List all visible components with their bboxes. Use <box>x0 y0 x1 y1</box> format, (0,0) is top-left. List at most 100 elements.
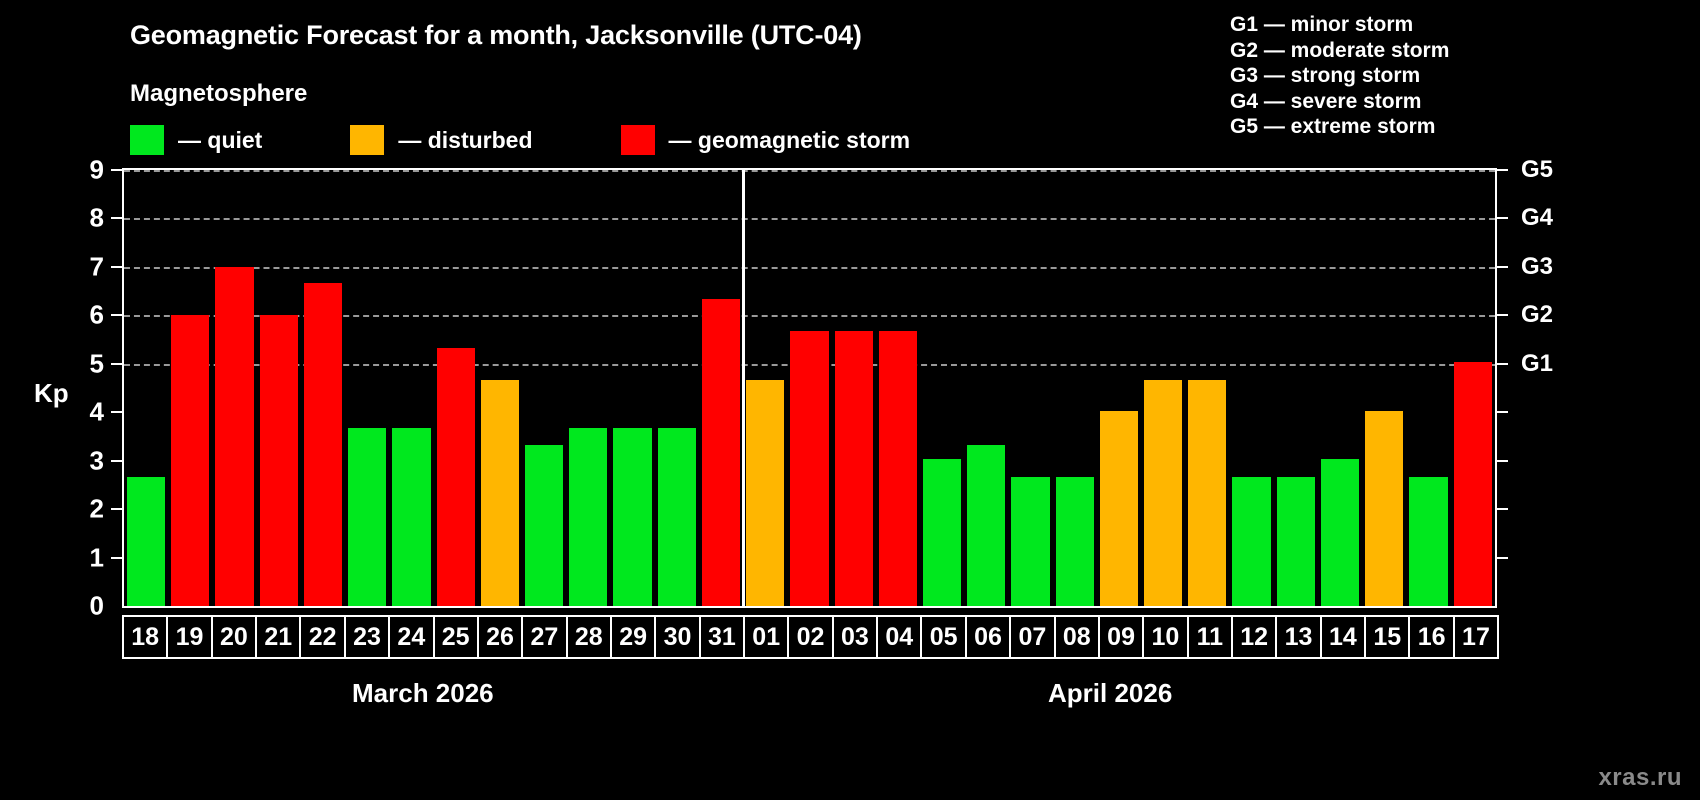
bar-slot[interactable] <box>257 170 301 606</box>
bar-slot[interactable] <box>610 170 654 606</box>
date-label-29[interactable]: 29 <box>609 615 657 659</box>
bar-06[interactable] <box>967 444 1006 606</box>
bar-25[interactable] <box>436 347 475 606</box>
bar-04[interactable] <box>878 331 917 606</box>
bar-27[interactable] <box>524 444 564 606</box>
bar-slot[interactable] <box>1097 170 1141 606</box>
plot-inner <box>124 170 1495 606</box>
y-tick-label: 1 <box>89 542 104 573</box>
bar-slot[interactable] <box>345 170 389 606</box>
bar-slot[interactable] <box>743 170 787 606</box>
date-label-20[interactable]: 20 <box>210 615 258 659</box>
bar-15[interactable] <box>1365 410 1404 606</box>
bar-01[interactable] <box>746 379 785 606</box>
bar-slot[interactable] <box>964 170 1008 606</box>
bar-slot[interactable] <box>876 170 920 606</box>
bar-20[interactable] <box>215 266 254 606</box>
date-label-12[interactable]: 12 <box>1230 615 1278 659</box>
bar-slot[interactable] <box>699 170 743 606</box>
date-label-16[interactable]: 16 <box>1408 615 1455 659</box>
bar-slot[interactable] <box>1053 170 1097 606</box>
bar-slot[interactable] <box>389 170 433 606</box>
bar-slot[interactable] <box>1185 170 1229 606</box>
bar-10[interactable] <box>1144 379 1183 606</box>
bar-19[interactable] <box>171 315 210 606</box>
date-label-11[interactable]: 11 <box>1186 615 1233 659</box>
bar-28[interactable] <box>569 428 608 606</box>
bar-31[interactable] <box>701 299 741 606</box>
date-label-24[interactable]: 24 <box>388 615 435 659</box>
bar-slot[interactable] <box>1229 170 1273 606</box>
bar-30[interactable] <box>657 428 696 606</box>
date-label-25[interactable]: 25 <box>432 615 479 659</box>
bar-29[interactable] <box>613 428 652 606</box>
bar-slot[interactable] <box>212 170 256 606</box>
date-label-23[interactable]: 23 <box>343 615 391 659</box>
bar-16[interactable] <box>1409 476 1448 606</box>
bar-18[interactable] <box>127 476 166 606</box>
bar-slot[interactable] <box>920 170 964 606</box>
date-label-13[interactable]: 13 <box>1275 615 1322 659</box>
bar-11[interactable] <box>1188 379 1227 606</box>
date-label-18[interactable]: 18 <box>122 615 169 659</box>
date-label-28[interactable]: 28 <box>565 615 612 659</box>
date-label-22[interactable]: 22 <box>299 615 346 659</box>
date-label-21[interactable]: 21 <box>255 615 302 659</box>
date-label-09[interactable]: 09 <box>1097 615 1145 659</box>
date-label-17[interactable]: 17 <box>1452 615 1500 659</box>
bar-21[interactable] <box>259 315 298 606</box>
bar-slot[interactable] <box>124 170 168 606</box>
date-label-03[interactable]: 03 <box>831 615 879 659</box>
bar-22[interactable] <box>303 282 343 606</box>
bar-03[interactable] <box>834 331 873 606</box>
y-tick-label: 3 <box>89 445 104 476</box>
date-label-05[interactable]: 05 <box>920 615 967 659</box>
bar-slot[interactable] <box>478 170 522 606</box>
date-label-07[interactable]: 07 <box>1009 615 1056 659</box>
y-tick-mark <box>111 459 122 462</box>
g-tick-mark-minor <box>1497 459 1508 462</box>
date-label-06[interactable]: 06 <box>964 615 1012 659</box>
bar-slot[interactable] <box>1318 170 1362 606</box>
bar-slot[interactable] <box>434 170 478 606</box>
bar-slot[interactable] <box>1451 170 1495 606</box>
bar-slot[interactable] <box>301 170 345 606</box>
date-label-26[interactable]: 26 <box>476 615 524 659</box>
y-tick-label: 8 <box>89 202 104 233</box>
bar-slot[interactable] <box>1274 170 1318 606</box>
date-label-30[interactable]: 30 <box>654 615 701 659</box>
date-label-10[interactable]: 10 <box>1142 615 1189 659</box>
bar-slot[interactable] <box>566 170 610 606</box>
bar-14[interactable] <box>1320 459 1360 606</box>
date-label-14[interactable]: 14 <box>1319 615 1367 659</box>
bar-12[interactable] <box>1232 476 1271 606</box>
bar-23[interactable] <box>348 428 387 606</box>
bar-17[interactable] <box>1453 362 1492 606</box>
bar-24[interactable] <box>392 428 431 606</box>
date-label-19[interactable]: 19 <box>166 615 213 659</box>
bar-slot[interactable] <box>1008 170 1052 606</box>
bar-13[interactable] <box>1276 476 1315 606</box>
date-label-08[interactable]: 08 <box>1053 615 1100 659</box>
bar-slot[interactable] <box>1362 170 1406 606</box>
bar-02[interactable] <box>790 331 829 606</box>
bar-05[interactable] <box>922 459 962 606</box>
date-label-31[interactable]: 31 <box>698 615 746 659</box>
date-label-01[interactable]: 01 <box>743 615 790 659</box>
bar-slot[interactable] <box>787 170 831 606</box>
bar-09[interactable] <box>1099 410 1139 606</box>
bar-slot[interactable] <box>1141 170 1185 606</box>
bar-26[interactable] <box>480 379 519 606</box>
date-label-04[interactable]: 04 <box>876 615 923 659</box>
bar-slot[interactable] <box>832 170 876 606</box>
bar-07[interactable] <box>1011 476 1050 606</box>
bar-slot[interactable] <box>1406 170 1450 606</box>
bar-slot[interactable] <box>655 170 699 606</box>
date-label-27[interactable]: 27 <box>521 615 568 659</box>
gscale-legend-line: G2 — moderate storm <box>1230 38 1450 62</box>
bar-slot[interactable] <box>168 170 212 606</box>
bar-slot[interactable] <box>522 170 566 606</box>
date-label-15[interactable]: 15 <box>1364 615 1411 659</box>
date-label-02[interactable]: 02 <box>787 615 834 659</box>
bar-08[interactable] <box>1055 476 1094 606</box>
